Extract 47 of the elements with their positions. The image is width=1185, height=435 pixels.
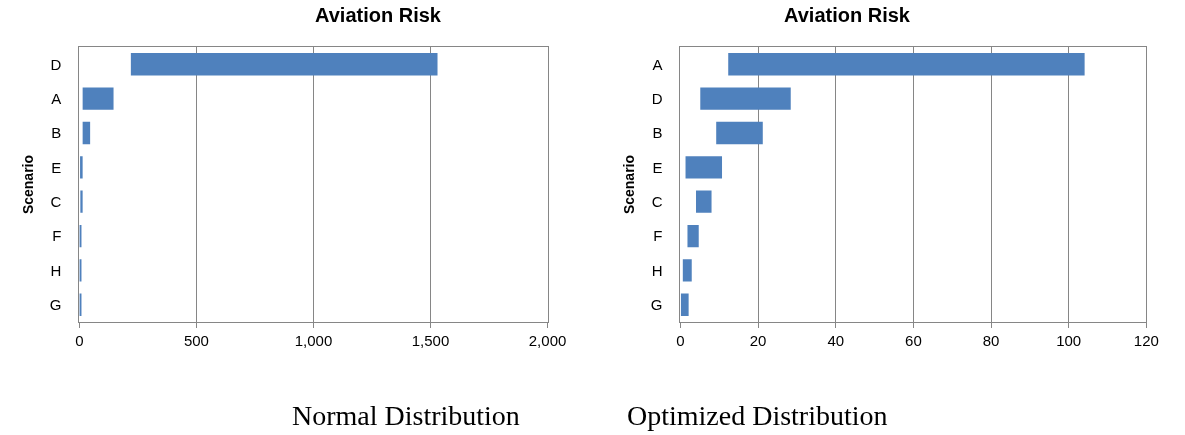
y-tick-label: G	[49, 296, 62, 314]
y-tick-label: G	[650, 296, 663, 314]
bar	[80, 190, 83, 213]
x-tick-label: 100	[1056, 331, 1082, 349]
chart-title: Aviation Risk	[784, 4, 911, 26]
y-axis-title: Scenario	[621, 154, 638, 215]
x-tick-label: 0	[676, 331, 685, 349]
x-tick-label: 1,500	[411, 331, 450, 349]
bar	[716, 121, 763, 145]
bar	[687, 224, 699, 248]
y-tick-label: A	[51, 89, 62, 107]
bar	[696, 190, 712, 213]
bar	[682, 259, 692, 282]
chart-title: Aviation Risk	[315, 4, 442, 26]
text: Optimized Distribution	[627, 400, 888, 431]
y-tick-label: C	[651, 192, 663, 210]
bar	[80, 156, 83, 179]
x-tick-label: 500	[183, 331, 209, 349]
text: Normal Distribution	[292, 400, 520, 431]
bar	[728, 53, 1085, 76]
bar	[680, 293, 689, 316]
y-tick-label: B	[652, 124, 663, 142]
y-tick-label: B	[51, 124, 62, 142]
x-tick-label: 80	[982, 331, 1000, 349]
bar	[82, 87, 114, 110]
bar	[82, 121, 91, 145]
y-tick-label: C	[50, 192, 62, 210]
x-tick-label: 2,000	[528, 331, 567, 349]
y-tick-label: D	[651, 89, 663, 107]
x-tick-label: 60	[905, 331, 922, 349]
y-axis-title: Scenario	[20, 154, 37, 215]
bar	[685, 156, 723, 179]
x-tick-label: 0	[75, 331, 84, 349]
bar	[130, 53, 438, 76]
y-tick-label: H	[651, 261, 663, 279]
x-tick-label: 40	[827, 331, 845, 349]
y-tick-label: F	[653, 227, 663, 245]
bar	[700, 87, 791, 110]
y-tick-label: E	[51, 158, 62, 176]
y-tick-label: F	[52, 227, 62, 245]
x-tick-label: 20	[749, 331, 767, 349]
y-tick-label: D	[50, 55, 62, 73]
y-tick-label: A	[652, 55, 663, 73]
y-tick-label: E	[652, 158, 663, 176]
x-tick-label: 1,000	[294, 331, 333, 349]
y-tick-label: H	[50, 261, 62, 279]
x-tick-label: 120	[1133, 331, 1159, 349]
